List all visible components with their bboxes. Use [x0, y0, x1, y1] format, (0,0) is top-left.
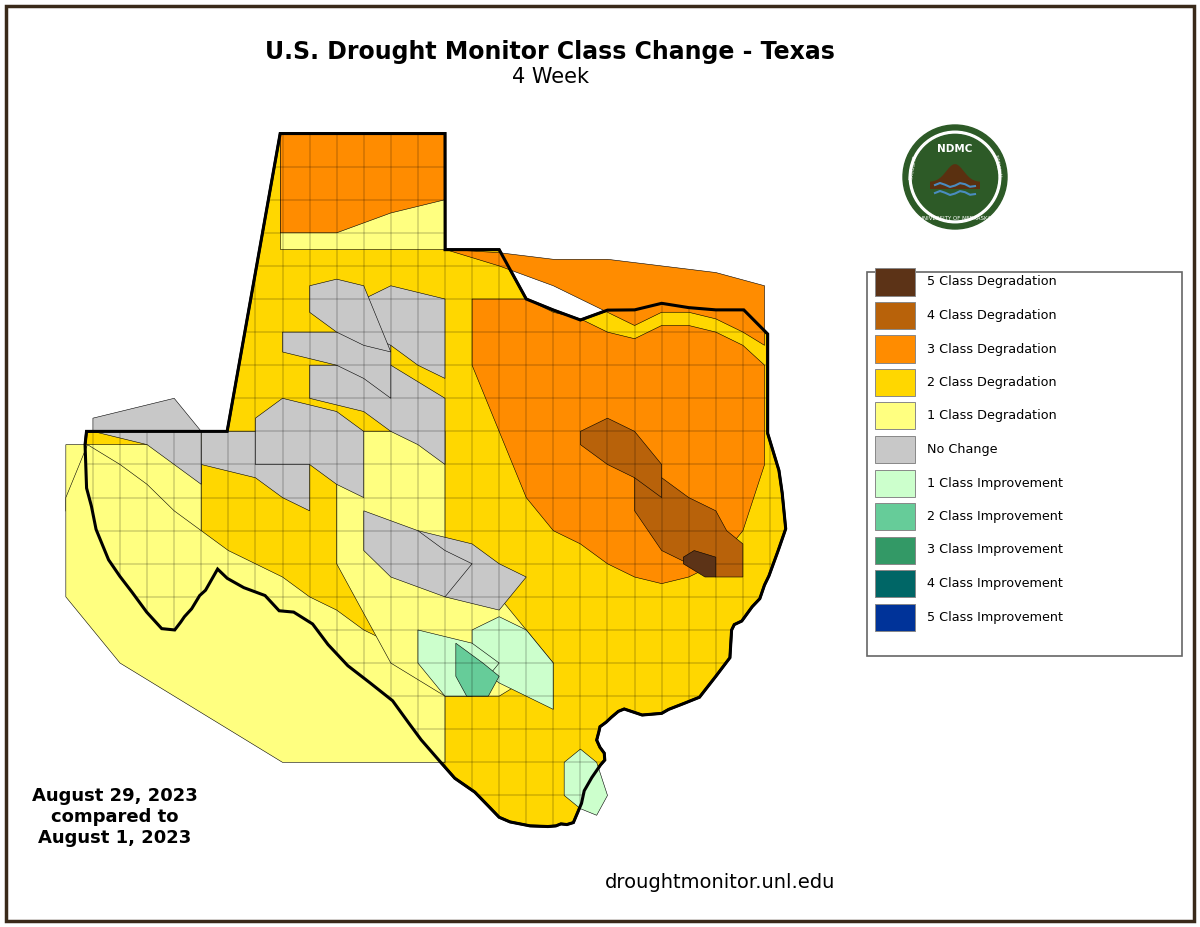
Polygon shape: [418, 530, 527, 610]
FancyBboxPatch shape: [866, 272, 1182, 655]
Circle shape: [910, 132, 1001, 222]
Polygon shape: [472, 299, 764, 584]
FancyBboxPatch shape: [875, 537, 916, 564]
Polygon shape: [456, 643, 499, 696]
Polygon shape: [256, 399, 364, 498]
Text: NDMC: NDMC: [937, 144, 973, 154]
FancyBboxPatch shape: [875, 503, 916, 530]
Polygon shape: [281, 133, 445, 233]
Text: NATIONAL: NATIONAL: [992, 154, 1002, 180]
Circle shape: [912, 134, 997, 220]
FancyBboxPatch shape: [875, 302, 916, 329]
Polygon shape: [635, 464, 743, 577]
Text: 2 Class Improvement: 2 Class Improvement: [928, 510, 1063, 523]
Polygon shape: [310, 365, 445, 464]
Polygon shape: [930, 164, 980, 189]
FancyBboxPatch shape: [875, 570, 916, 597]
Text: DROUGHT: DROUGHT: [908, 154, 918, 180]
Polygon shape: [581, 418, 661, 498]
Text: No Change: No Change: [928, 443, 997, 456]
Polygon shape: [310, 279, 391, 352]
FancyBboxPatch shape: [875, 336, 916, 362]
Polygon shape: [282, 332, 391, 399]
Text: 1 Class Improvement: 1 Class Improvement: [928, 476, 1063, 489]
Polygon shape: [418, 630, 499, 696]
FancyBboxPatch shape: [6, 6, 1194, 921]
Text: 3 Class Degradation: 3 Class Degradation: [928, 342, 1057, 355]
Polygon shape: [445, 249, 764, 346]
FancyBboxPatch shape: [875, 369, 916, 396]
Polygon shape: [281, 133, 445, 249]
Text: U.S. Drought Monitor Class Change - Texas: U.S. Drought Monitor Class Change - Texa…: [265, 40, 835, 64]
Polygon shape: [92, 399, 202, 484]
Polygon shape: [564, 749, 607, 815]
Text: August 29, 2023
compared to
August 1, 2023: August 29, 2023 compared to August 1, 20…: [32, 787, 198, 846]
FancyBboxPatch shape: [875, 402, 916, 429]
Polygon shape: [683, 551, 716, 577]
Text: UNIVERSITY OF NEBRASKA: UNIVERSITY OF NEBRASKA: [919, 217, 991, 222]
FancyBboxPatch shape: [875, 436, 916, 463]
Circle shape: [904, 125, 1007, 229]
Text: 1 Class Degradation: 1 Class Degradation: [928, 410, 1057, 423]
Polygon shape: [337, 431, 553, 696]
Text: 5 Class Improvement: 5 Class Improvement: [928, 611, 1063, 624]
Polygon shape: [202, 431, 310, 511]
Text: 2 Class Degradation: 2 Class Degradation: [928, 376, 1057, 389]
Text: 4 Class Improvement: 4 Class Improvement: [928, 577, 1063, 590]
FancyBboxPatch shape: [875, 603, 916, 630]
Text: 3 Class Improvement: 3 Class Improvement: [928, 543, 1063, 556]
FancyBboxPatch shape: [875, 269, 916, 296]
Polygon shape: [66, 445, 202, 597]
Polygon shape: [66, 445, 445, 762]
Text: 5 Class Degradation: 5 Class Degradation: [928, 275, 1057, 288]
Text: 4 Class Degradation: 4 Class Degradation: [928, 309, 1057, 322]
Polygon shape: [85, 133, 786, 827]
Text: droughtmonitor.unl.edu: droughtmonitor.unl.edu: [605, 872, 835, 892]
FancyBboxPatch shape: [875, 469, 916, 497]
Text: 4 Week: 4 Week: [511, 67, 588, 87]
Polygon shape: [364, 511, 472, 597]
Polygon shape: [472, 616, 553, 709]
Polygon shape: [364, 286, 445, 378]
